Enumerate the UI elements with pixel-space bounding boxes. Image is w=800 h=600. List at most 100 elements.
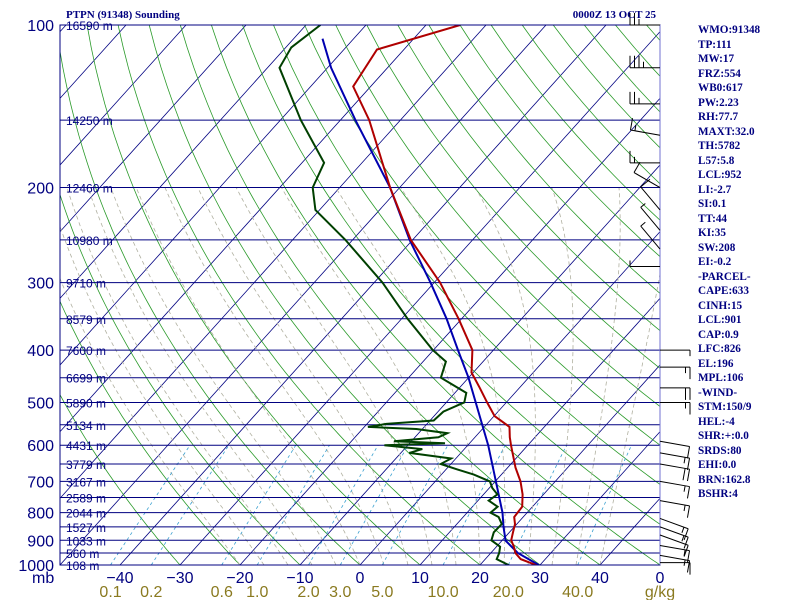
height-label: 1033 m — [66, 534, 106, 548]
wind-barb — [660, 366, 691, 380]
temperature-tick-label: 20 — [471, 570, 489, 587]
index-item: TH:5782 — [698, 140, 741, 152]
index-item: SI:0.1 — [698, 198, 727, 210]
index-item: -PARCEL- — [698, 270, 751, 283]
wind-barb-staff — [659, 480, 690, 488]
wind-barb-staff — [659, 534, 689, 546]
wind-barb-staff — [659, 463, 690, 470]
wind-barb-staff — [640, 207, 661, 231]
pressure-tick-label: 900 — [27, 533, 54, 550]
index-item: LCL:952 — [698, 169, 742, 181]
wind-barb — [640, 178, 661, 211]
wind-barb-half-flag — [640, 221, 646, 227]
wind-barb-staff — [633, 172, 661, 188]
pressure-tick-label: 400 — [27, 343, 54, 360]
height-label: 6699 m — [66, 372, 106, 386]
index-item: STM:150/9 — [698, 401, 752, 413]
isotherm-line — [239, 97, 660, 565]
isotherm-line — [119, 25, 607, 565]
wind-barb-staff — [640, 186, 661, 211]
pressure-tick-label: 800 — [27, 506, 54, 523]
mixing-ratio-line — [339, 445, 409, 565]
pressure-tick-label: 700 — [27, 474, 54, 491]
parcel-trace — [321, 38, 540, 565]
mixing-ratio-label: 0.2 — [140, 584, 162, 600]
index-item: HEL:-4 — [698, 415, 735, 428]
wind-barb-half-flag — [634, 124, 637, 131]
isotherm-line — [0, 25, 6, 565]
wind-barb — [633, 161, 661, 188]
index-item: MW:17 — [698, 53, 735, 65]
height-label: 16590 m — [66, 19, 113, 33]
wind-barb-staff — [659, 500, 690, 507]
wind-barb — [660, 401, 691, 415]
isotherm-line — [539, 431, 660, 565]
wind-barb-half-flag — [683, 504, 686, 512]
index-item: EHI:0.0 — [698, 459, 737, 471]
height-label: 14250 m — [66, 114, 113, 128]
wind-barb — [640, 221, 661, 250]
mixing-ratio-label: 10.0 — [428, 584, 459, 600]
wind-barb — [629, 91, 660, 105]
temperature-tick-label: 0 — [656, 570, 665, 587]
index-item: L57:5.8 — [698, 154, 735, 167]
temperature-tick-label: 0 — [356, 570, 365, 587]
isotherm-line — [299, 164, 660, 565]
temperature-tick-label: −10 — [286, 570, 313, 587]
index-item: LCL:901 — [698, 314, 742, 326]
wind-barb-half-flag — [681, 535, 685, 542]
height-label: 12460 m — [66, 182, 113, 196]
mixing-ratio-label: 1.0 — [246, 584, 268, 600]
isotherm-line — [60, 25, 367, 366]
temperature-tick-label: −40 — [106, 570, 133, 587]
wind-barb-half-flag — [640, 203, 646, 208]
wind-barb-half-flag — [683, 457, 686, 464]
wind-barb — [660, 349, 691, 357]
wind-barb-half-flag — [681, 527, 685, 533]
pressure-tick-label: 300 — [27, 276, 54, 293]
height-label: 9710 m — [66, 277, 106, 291]
height-label: 7600 m — [66, 344, 106, 358]
wind-barb-flag — [640, 178, 651, 188]
index-item: EL:196 — [698, 357, 734, 370]
mixing-ratio-label: 40.0 — [562, 584, 593, 600]
wind-barb-staff — [659, 440, 690, 447]
pressure-tick-label: 500 — [27, 395, 54, 412]
isotherm-line — [60, 25, 187, 166]
index-item: LFC:826 — [698, 343, 741, 355]
height-label: 2044 m — [66, 507, 106, 521]
wind-barb — [659, 517, 689, 541]
wind-barb — [659, 480, 691, 499]
wind-barb — [629, 13, 660, 26]
wind-barb — [659, 440, 691, 459]
wind-barb-flag — [683, 528, 689, 541]
wind-barb-flag — [686, 505, 691, 518]
mixing-ratio-line — [442, 445, 506, 565]
station-title: PTPN (91348) Sounding — [66, 9, 180, 21]
temperature-tick-label: −20 — [226, 570, 253, 587]
index-item: WB0:617 — [698, 82, 743, 94]
mixing-ratio-label: 2.0 — [297, 584, 319, 600]
mixing-ratio-label: 0.1 — [99, 584, 121, 600]
index-item: TP:111 — [698, 38, 732, 51]
mixing-ratio-line — [577, 445, 632, 565]
wind-barb-flag — [629, 118, 634, 131]
wind-barb-staff — [659, 452, 690, 459]
pressure-tick-label: 1000 — [18, 558, 54, 575]
index-item: PW:2.23 — [698, 96, 739, 109]
mixing-ratio-label: 0.6 — [211, 584, 233, 600]
index-item: MPL:106 — [698, 372, 744, 384]
moist-adiabat-line — [87, 187, 313, 565]
mixing-ratio-label: 5.0 — [371, 584, 393, 600]
temperature-tick-label: 40 — [591, 570, 609, 587]
index-item: EI:-0.2 — [698, 256, 732, 268]
height-label: 5890 m — [66, 396, 106, 410]
mixing-ratio-line — [507, 445, 567, 565]
height-label: 5134 m — [66, 419, 106, 433]
wind-barb-flag — [683, 536, 689, 549]
dewpoint-trace — [278, 25, 511, 565]
isotherm-line — [60, 25, 307, 299]
wind-barb — [629, 150, 660, 164]
wind-barb — [660, 562, 691, 575]
wind-barb-flag — [686, 458, 691, 471]
